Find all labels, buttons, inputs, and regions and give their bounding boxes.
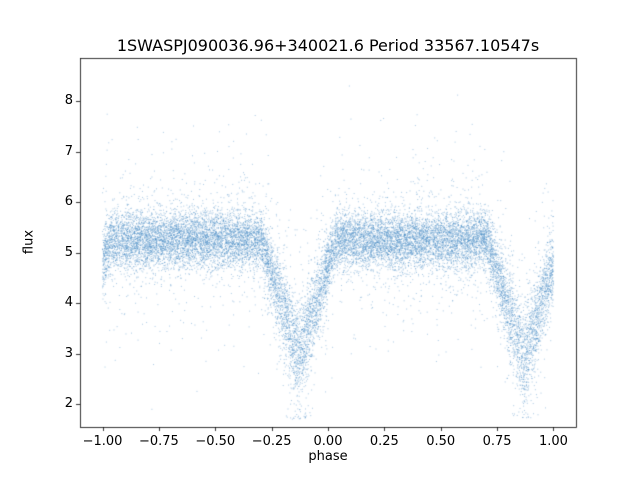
x-tick-label: 0.00 — [313, 434, 343, 449]
x-tick-label: −0.75 — [138, 434, 179, 449]
x-tick-label: −1.00 — [82, 434, 123, 449]
x-tick-label: −0.25 — [251, 434, 292, 449]
y-tick-label: 8 — [64, 92, 73, 108]
x-tick-label: −0.50 — [195, 434, 236, 449]
chart-title: 1SWASPJ090036.96+340021.6 Period 33567.1… — [116, 36, 540, 55]
y-tick-label: 6 — [64, 194, 73, 210]
x-axis-label: phase — [308, 449, 348, 464]
y-tick-label: 2 — [64, 396, 73, 412]
x-tick-label: 1.00 — [538, 434, 568, 449]
y-tick-label: 7 — [64, 143, 73, 159]
y-tick-label: 4 — [64, 295, 73, 311]
x-tick-label: 0.75 — [482, 434, 512, 449]
x-tick-label: 0.50 — [426, 434, 456, 449]
y-tick-label: 3 — [64, 345, 73, 361]
y-tick-label: 5 — [64, 244, 73, 260]
x-tick-label: 0.25 — [369, 434, 399, 449]
